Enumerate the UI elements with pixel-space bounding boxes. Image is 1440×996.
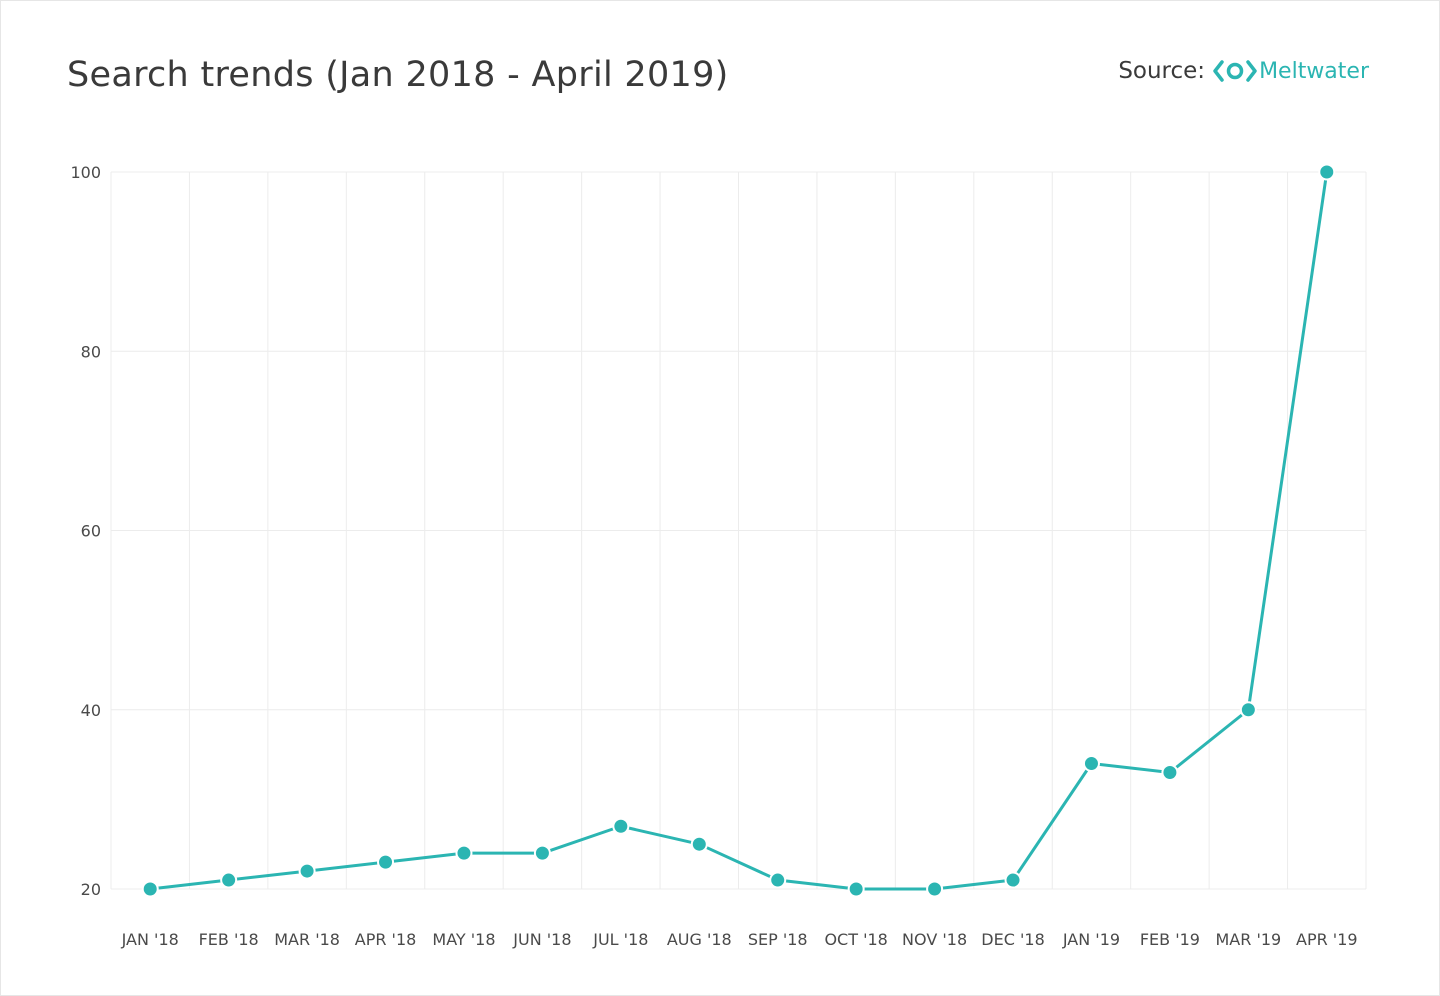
data-point xyxy=(612,817,630,835)
y-axis: 20 40 60 80 100 xyxy=(70,163,101,899)
x-tick-label: DEC '18 xyxy=(981,930,1044,949)
source-attribution: Source: Meltwater xyxy=(1118,58,1369,84)
x-tick-label: NOV '18 xyxy=(902,930,967,949)
data-point xyxy=(1161,763,1179,781)
x-tick-label: JAN '18 xyxy=(121,930,179,949)
data-point xyxy=(690,835,708,853)
data-point xyxy=(141,880,159,898)
x-tick-label: MAR '19 xyxy=(1215,930,1281,949)
x-tick-label: OCT '18 xyxy=(824,930,887,949)
y-tick-label: 40 xyxy=(81,701,101,720)
data-point xyxy=(1318,163,1336,181)
x-tick-label: JUN '18 xyxy=(512,930,571,949)
data-point xyxy=(298,862,316,880)
data-point xyxy=(377,853,395,871)
x-tick-label: AUG '18 xyxy=(667,930,732,949)
data-point xyxy=(926,880,944,898)
x-tick-label: JAN '19 xyxy=(1062,930,1120,949)
y-tick-label: 20 xyxy=(81,880,101,899)
meltwater-logo-icon xyxy=(1213,59,1257,83)
x-tick-label: FEB '18 xyxy=(199,930,259,949)
source-label: Source: xyxy=(1118,58,1206,84)
x-tick-label: APR '18 xyxy=(355,930,417,949)
data-point xyxy=(769,871,787,889)
x-tick-label: SEP '18 xyxy=(748,930,808,949)
grid xyxy=(110,171,1367,890)
x-tick-label: MAR '18 xyxy=(274,930,340,949)
data-point xyxy=(847,880,865,898)
data-point xyxy=(455,844,473,862)
y-tick-label: 60 xyxy=(81,522,101,541)
series-points xyxy=(141,163,1336,898)
data-point xyxy=(1004,871,1022,889)
data-point xyxy=(220,871,238,889)
series-line xyxy=(148,170,1329,891)
x-tick-label: MAY '18 xyxy=(432,930,495,949)
y-tick-label: 80 xyxy=(81,342,101,361)
series-line-layer xyxy=(148,170,1329,891)
x-axis: JAN '18 FEB '18 MAR '18 APR '18 MAY '18 JUN '… xyxy=(121,930,1358,949)
data-point xyxy=(1082,755,1100,773)
data-point xyxy=(533,844,551,862)
chart-title: Search trends (Jan 2018 - April 2019) xyxy=(67,55,729,95)
data-point xyxy=(1239,701,1257,719)
x-tick-label: APR '19 xyxy=(1296,930,1358,949)
y-tick-label: 100 xyxy=(70,163,101,182)
x-tick-label: JUL '18 xyxy=(592,930,648,949)
x-tick-label: FEB '19 xyxy=(1140,930,1200,949)
brand-name: Meltwater xyxy=(1259,58,1369,84)
